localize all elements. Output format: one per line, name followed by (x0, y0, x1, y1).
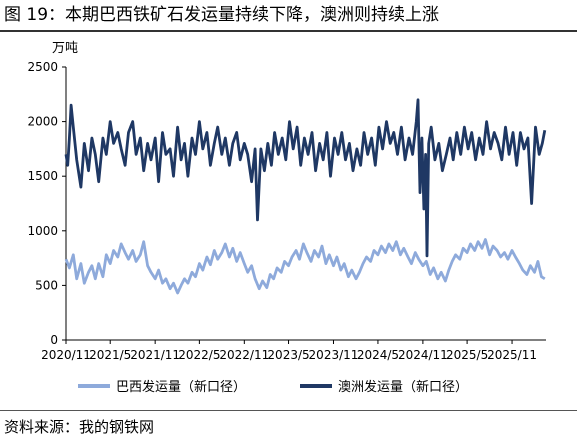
y-tick-label: 2500 (27, 60, 58, 74)
x-tick-label: 2021/5 (89, 348, 131, 362)
y-axis: 0 500 1000 1500 2000 2500 (27, 60, 67, 347)
x-tick-label: 2022/11 (219, 348, 269, 362)
series-layer (64, 98, 547, 295)
source-note: 资料来源：我的钢铁网 (4, 418, 155, 436)
y-tick-label: 2000 (27, 115, 58, 129)
x-tick-label: 2025/11 (487, 348, 537, 362)
source-divider (0, 410, 577, 411)
series-line-australia (64, 98, 547, 258)
legend-label: 巴西发运量（新口径） (116, 379, 246, 395)
y-tick-label: 0 (50, 333, 58, 347)
x-tick-label: 2021/11 (130, 348, 180, 362)
x-tick-label: 2020/11 (41, 348, 91, 362)
y-axis-label: 万吨 (52, 41, 78, 56)
x-tick-label: 2024/11 (398, 348, 448, 362)
x-tick-label: 2025/5 (446, 348, 488, 362)
series-line-brazil (64, 238, 546, 295)
y-tick-label: 1500 (27, 169, 58, 183)
legend-label: 澳洲发运量（新口径） (338, 379, 468, 395)
y-tick-label: 1000 (27, 224, 58, 238)
title-divider (0, 30, 577, 32)
legend: 巴西发运量（新口径） 澳洲发运量（新口径） (78, 379, 468, 395)
x-tick-label: 2023/5 (267, 348, 309, 362)
x-tick-label: 2023/11 (309, 348, 359, 362)
x-tick-label: 2024/5 (357, 348, 399, 362)
x-axis: 2020/112021/52021/112022/52022/112023/52… (41, 339, 546, 362)
y-tick-label: 500 (35, 278, 58, 292)
x-tick-label: 2022/5 (178, 348, 220, 362)
page-title: 图 19：本期巴西铁矿石发运量持续下降，澳洲则持续上涨 (4, 5, 440, 25)
